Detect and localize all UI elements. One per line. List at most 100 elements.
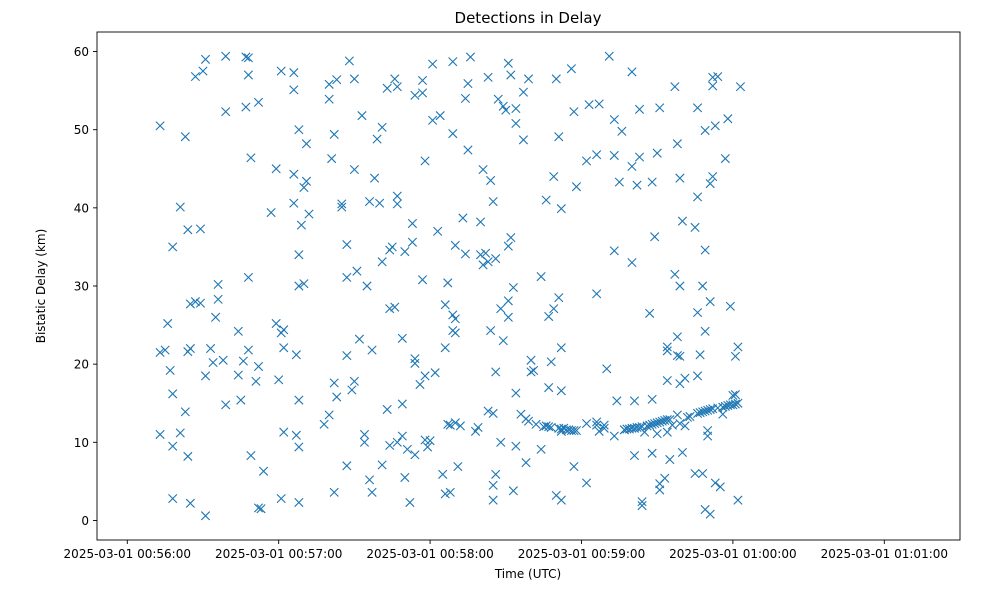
data-point (662, 346, 672, 356)
data-point (692, 371, 703, 381)
data-point (324, 79, 334, 89)
data-point (720, 154, 730, 164)
data-point (677, 447, 688, 458)
data-point (342, 272, 352, 282)
data-point (205, 343, 216, 354)
data-point (496, 304, 506, 314)
data-point (660, 473, 670, 483)
data-point (488, 408, 498, 418)
data-point (705, 509, 715, 519)
data-point (377, 460, 387, 470)
data-point (410, 358, 420, 368)
data-point (291, 430, 301, 440)
data-point (720, 401, 730, 411)
data-point (299, 182, 309, 193)
data-point (294, 442, 304, 452)
data-point (670, 269, 680, 279)
data-point (698, 407, 708, 417)
data-point (349, 376, 359, 386)
data-point (675, 173, 685, 183)
data-point (271, 318, 281, 329)
data-point (362, 281, 372, 291)
data-point (609, 150, 619, 161)
data-point (645, 420, 655, 430)
data-point (475, 250, 486, 260)
data-point (629, 451, 640, 461)
data-point (554, 132, 564, 142)
data-point (710, 121, 720, 131)
data-point (508, 486, 518, 496)
data-point (705, 179, 715, 189)
data-point (559, 423, 569, 433)
data-point (692, 192, 703, 202)
data-point (478, 164, 488, 175)
data-point (652, 148, 662, 158)
data-point (364, 475, 375, 485)
data-point (221, 51, 231, 61)
data-point (670, 82, 680, 92)
data-point (301, 139, 312, 149)
data-point (332, 75, 342, 85)
data-point (160, 345, 170, 355)
data-point (655, 485, 665, 495)
data-point (647, 394, 657, 404)
data-point (279, 325, 289, 335)
data-point (450, 314, 460, 324)
data-point (440, 489, 450, 499)
data-point (733, 342, 743, 352)
data-point (700, 125, 710, 136)
data-point (556, 386, 566, 396)
data-point (271, 164, 281, 174)
data-point (243, 272, 253, 282)
data-point (675, 281, 685, 291)
data-point (647, 419, 657, 429)
data-point (294, 395, 304, 405)
data-point (536, 444, 546, 454)
data-point (221, 400, 231, 410)
data-point (417, 88, 428, 98)
data-point (433, 226, 443, 236)
data-point (498, 336, 508, 346)
plot-background (97, 32, 960, 540)
data-point (637, 501, 647, 511)
data-point (637, 497, 647, 507)
data-point (730, 351, 741, 361)
data-point (392, 191, 402, 201)
data-point (385, 304, 395, 314)
data-point (241, 102, 251, 112)
data-point (680, 373, 690, 383)
data-point (246, 451, 256, 461)
data-point (289, 68, 299, 78)
data-point (155, 429, 165, 440)
data-point (168, 389, 178, 399)
data-point (650, 232, 660, 242)
data-point (445, 420, 455, 430)
data-point (609, 114, 619, 125)
data-point (503, 58, 513, 68)
data-point (213, 294, 223, 304)
data-point (470, 426, 481, 436)
data-point (359, 429, 370, 440)
data-point (486, 175, 496, 186)
x-tick-label: 2025-03-01 01:01:00 (821, 547, 948, 561)
data-point (443, 278, 453, 288)
data-point (344, 56, 354, 66)
data-point (387, 242, 397, 252)
plot-area (97, 32, 960, 540)
data-point (541, 195, 551, 205)
data-point (460, 93, 471, 104)
data-point (349, 164, 359, 175)
data-point (549, 171, 559, 182)
data-point (359, 437, 370, 447)
data-point (698, 281, 708, 291)
data-point (397, 399, 407, 409)
data-point (475, 217, 486, 227)
data-point (163, 318, 173, 329)
data-point (289, 198, 299, 208)
data-point (450, 328, 460, 338)
data-point (488, 480, 498, 490)
data-point (405, 497, 415, 508)
data-point (488, 197, 498, 207)
x-tick-label: 2025-03-01 00:59:00 (518, 547, 645, 561)
